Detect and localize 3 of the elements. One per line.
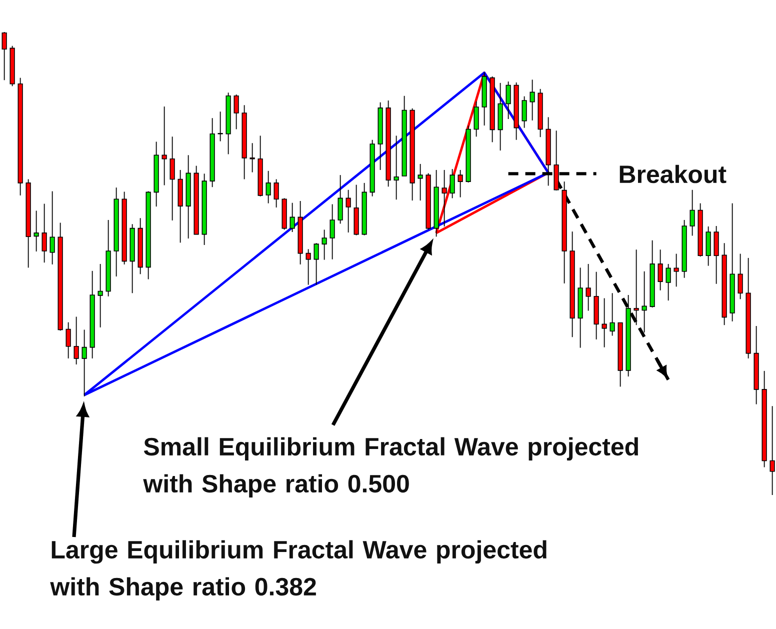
text: Large Equilibrium Fractal Wave projected with Shape ratio 0.382 bbox=[50, 540, 546, 601]
annotation: Breakout bbox=[620, 164, 726, 184]
annotation: Small Equilibrium Fractal Wave projected with Shape ratio 0.500 bbox=[143, 437, 638, 498]
